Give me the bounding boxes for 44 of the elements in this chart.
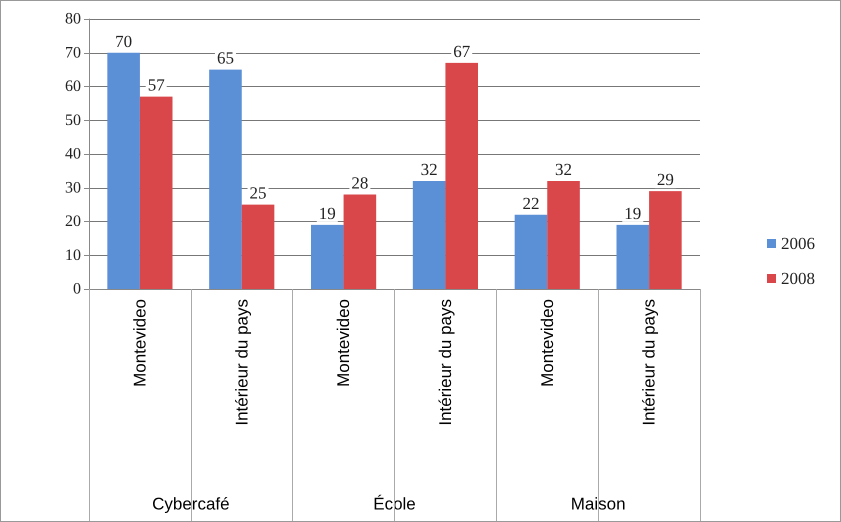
x-tick-label: Montevideo	[334, 299, 354, 387]
legend-label: 2008	[781, 269, 815, 288]
bar	[209, 70, 242, 289]
data-label: 70	[115, 32, 132, 51]
y-tick-label: 70	[65, 44, 81, 62]
bar	[344, 194, 376, 289]
data-label: 29	[656, 170, 674, 190]
bar	[140, 96, 173, 289]
data-label: 57	[148, 76, 166, 95]
data-label: 19	[318, 204, 336, 223]
bar	[107, 52, 140, 289]
x-tick-label: Intérieur du pays	[232, 299, 252, 426]
bar	[547, 181, 580, 289]
y-tick-label: 10	[65, 246, 81, 264]
bar	[412, 181, 446, 289]
data-label: 19	[624, 204, 642, 223]
y-tick-label: 20	[65, 213, 81, 230]
data-label: 25	[250, 184, 267, 203]
legend-label: 2006	[781, 234, 815, 253]
data-label: 28	[351, 174, 368, 192]
data-label: 65	[216, 48, 234, 68]
y-tick-label: 30	[65, 179, 81, 196]
bar	[616, 224, 650, 289]
bar	[242, 204, 274, 289]
x-tick-label: Montevideo	[538, 299, 557, 387]
x-tick-label: Montevideo	[130, 299, 150, 387]
bar	[310, 224, 344, 289]
text: Cybercafé	[152, 494, 230, 514]
bar	[445, 62, 478, 289]
data-label: 67	[453, 42, 471, 61]
y-tick-label: 60	[65, 78, 81, 95]
bar	[514, 214, 548, 289]
y-tick-label: 40	[65, 146, 81, 162]
data-label: 22	[522, 194, 540, 213]
bar	[649, 191, 682, 289]
y-tick-label: 50	[65, 112, 81, 129]
data-label: 32	[420, 160, 438, 179]
y-tick-label: 80	[65, 10, 81, 28]
data-label: 32	[555, 160, 572, 179]
text: Maison	[570, 494, 626, 514]
y-tick-label: 0	[73, 280, 81, 298]
x-tick-label: Intérieur du pays	[640, 299, 659, 426]
text: École	[373, 494, 416, 514]
x-tick-label: Intérieur du pays	[436, 299, 455, 426]
